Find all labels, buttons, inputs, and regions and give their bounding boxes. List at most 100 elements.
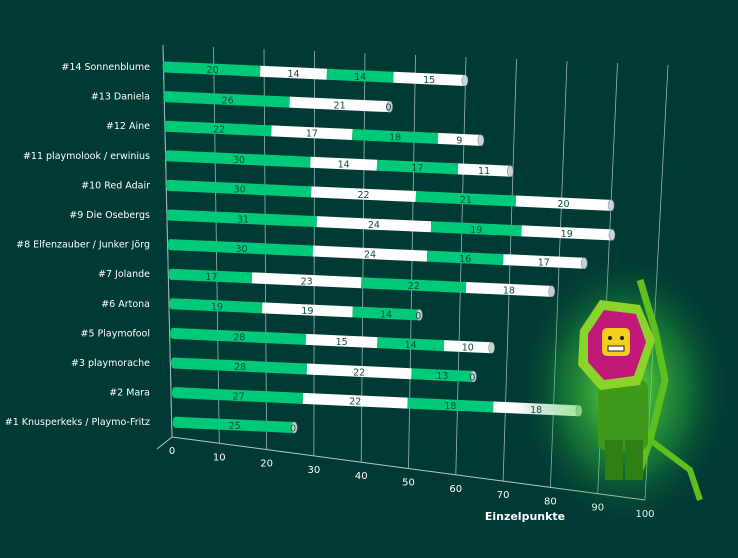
category-label: #7 Jolande — [98, 269, 150, 280]
category-label: #2 Mara — [109, 388, 150, 399]
category-label: #1 Knusperkeks / Playmo-Fritz — [5, 417, 150, 428]
bar-segment — [310, 186, 417, 203]
data-label: 18 — [389, 132, 401, 143]
data-label: 21 — [334, 100, 346, 111]
bar-segment — [174, 416, 295, 434]
bar-row — [162, 61, 469, 87]
bar-row — [165, 179, 615, 212]
data-label: 20 — [557, 199, 569, 210]
bar-segment — [316, 216, 432, 233]
data-label: 31 — [237, 214, 249, 225]
bar-start-cap — [171, 357, 176, 369]
data-label: 11 — [478, 166, 490, 177]
data-label: 26 — [222, 95, 234, 106]
data-label: 0 — [386, 103, 392, 114]
category-label: #5 Playmofool — [80, 328, 150, 339]
bar-row — [169, 298, 423, 321]
bar-segment — [164, 61, 261, 77]
bar-segment — [443, 340, 492, 354]
data-label: 0 — [469, 372, 475, 383]
bar-segment — [393, 71, 466, 86]
data-label: 28 — [234, 362, 246, 373]
data-label: 22 — [358, 190, 370, 201]
bar-start-cap — [169, 298, 175, 310]
bar-segment — [261, 302, 353, 318]
x-tick-label: 70 — [497, 490, 510, 501]
data-label: 20 — [207, 65, 219, 76]
category-label: #8 Elfenzauber / Junker Jörg — [16, 240, 150, 251]
data-label: 17 — [306, 129, 318, 140]
bar-segment — [165, 91, 290, 108]
plant-monster-minifigure-image — [515, 250, 735, 530]
bar-row — [165, 150, 514, 178]
bar-row — [172, 416, 298, 434]
data-label: 17 — [538, 257, 550, 268]
category-label: #6 Artona — [101, 299, 150, 310]
bar-segment — [376, 159, 459, 175]
bar-segment — [170, 268, 253, 284]
bar-end-cap — [290, 421, 298, 434]
data-label: 10 — [462, 343, 474, 354]
data-label: 17 — [411, 163, 423, 174]
bar-start-cap — [171, 387, 177, 399]
data-label: 13 — [436, 371, 448, 382]
bar-row — [167, 239, 588, 270]
x-tick-label: 60 — [449, 484, 462, 495]
bar-segment — [352, 306, 420, 321]
x-tick-label: 20 — [260, 459, 273, 470]
bar-end-cap — [506, 165, 514, 178]
bar-segment — [411, 368, 474, 382]
bar-end-cap — [488, 341, 495, 354]
data-label: 14 — [287, 69, 299, 80]
data-label: 16 — [459, 254, 471, 265]
bar-segment — [168, 179, 312, 198]
data-label: 0 — [290, 424, 296, 435]
category-label: #10 Red Adair — [81, 180, 150, 191]
bar-row — [170, 327, 495, 354]
bar-segment — [457, 163, 511, 177]
bar-row — [166, 209, 616, 241]
bar-segment — [503, 254, 585, 269]
data-label: 18 — [503, 285, 515, 296]
data-label: 24 — [368, 220, 380, 231]
data-label: 9 — [456, 135, 462, 146]
bar-end-cap — [477, 134, 485, 147]
bar-segment — [426, 250, 504, 266]
bar-segment — [352, 129, 439, 144]
data-label: 19 — [211, 302, 223, 313]
category-label: #14 Sonnenblume — [61, 62, 150, 73]
gridline — [162, 44, 173, 438]
bar-start-cap — [165, 150, 171, 162]
bar-segment — [465, 281, 552, 297]
bar-segment — [437, 132, 482, 146]
bar-start-cap — [166, 209, 172, 221]
bar-end-cap — [608, 229, 616, 241]
x-tick-label: 30 — [308, 465, 321, 476]
bar-segment — [377, 337, 445, 352]
bar-segment — [430, 221, 522, 237]
bar-end-cap — [470, 370, 477, 383]
data-label: 22 — [213, 125, 225, 136]
bar-start-cap — [163, 91, 169, 103]
bar-segment — [302, 392, 408, 409]
gridline — [455, 56, 467, 475]
bar-row — [164, 120, 485, 147]
bar-end-cap — [386, 100, 393, 113]
category-label: #11 playmolook / erwinius — [23, 151, 150, 162]
bar-start-cap — [167, 239, 173, 251]
x-tick-label: 80 — [544, 496, 557, 507]
data-label: 17 — [205, 272, 217, 283]
depth-axis-line — [156, 436, 173, 450]
bar-segment — [306, 363, 412, 380]
bar-segment — [521, 225, 613, 241]
bar-segment — [169, 209, 318, 228]
gridline — [502, 58, 517, 482]
bar-start-cap — [164, 120, 170, 132]
bar-end-cap — [461, 74, 469, 87]
data-label: 15 — [336, 337, 348, 348]
bar-segment — [312, 245, 428, 262]
x-tick-label: 0 — [169, 446, 175, 457]
data-label: 21 — [460, 195, 472, 206]
data-label: 30 — [233, 155, 245, 166]
category-label: #13 Daniela — [91, 92, 150, 103]
